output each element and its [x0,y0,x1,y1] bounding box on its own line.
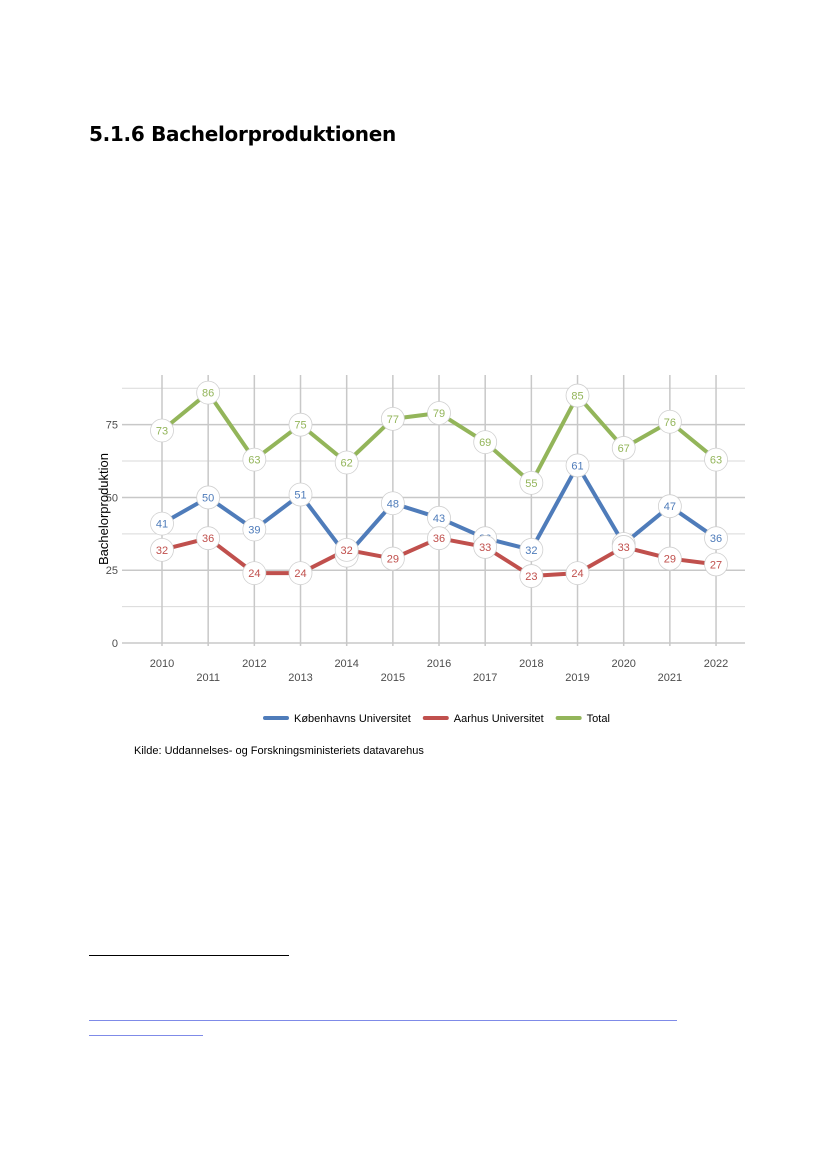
data-label: 43 [433,513,445,525]
source-note: Kilde: Uddannelses- og Forskningsministe… [134,745,424,757]
link-underline [89,1035,203,1036]
data-point [704,526,728,551]
data-label: 51 [294,490,306,502]
x-tick-label: 2022 [704,658,728,670]
y-axis-label: Bachelorproduktion [96,453,111,565]
data-label: 33 [479,542,491,554]
x-tick-label: 2019 [565,672,589,684]
data-point [288,482,313,507]
x-tick-label: 2021 [658,672,682,684]
data-point [565,453,590,478]
data-label: 24 [248,568,260,580]
data-point [565,561,590,586]
data-label: 47 [664,501,676,513]
data-point [288,561,313,586]
y-tick-label: 75 [106,420,118,432]
data-label: 86 [202,388,214,400]
line-chart: 0 25 50 75 2010 2011 2012 2013 2014 2015 2016 2017 2… [96,375,745,725]
x-tick-label: 2017 [473,672,497,684]
data-point [196,526,221,551]
data-label: 32 [525,545,537,557]
data-label: 55 [525,478,537,490]
data-point [611,535,636,559]
legend-label: Københavns Universitet [294,713,411,725]
x-tick-label: 2020 [611,658,635,670]
data-point [196,485,221,510]
data-point [334,450,359,475]
link-underline [89,1020,677,1021]
data-label: 41 [156,519,168,531]
data-point [704,552,728,577]
data-label: 79 [433,408,445,420]
data-point [611,436,636,460]
data-point [196,380,221,405]
data-label: 48 [387,498,399,510]
data-label: 73 [156,425,168,437]
x-tick-label: 2010 [150,658,174,670]
data-point [473,535,498,559]
data-label: 77 [387,414,399,426]
data-label: 63 [248,455,260,467]
data-point [473,430,498,455]
y-tick-label: 25 [106,565,118,577]
chart: 0 25 50 75 2010 2011 2012 2013 2014 2015 2016 2017 2… [90,360,750,760]
data-point [657,546,682,571]
data-point [150,511,174,536]
data-label: 36 [710,533,722,545]
data-label: 32 [341,545,353,557]
data-label: 29 [664,554,676,566]
data-point [657,409,682,434]
data-label: 75 [294,420,306,432]
data-point [380,546,405,571]
data-label: 63 [710,455,722,467]
data-label: 27 [710,559,722,571]
legend-label: Aarhus Universitet [454,713,544,725]
data-label: 36 [202,533,214,545]
x-tick-label: 2011 [196,672,220,684]
data-point [288,412,313,437]
data-point [380,491,405,516]
x-tick-label: 2012 [242,658,266,670]
legend-label: Total [587,713,610,725]
data-point [242,517,267,542]
data-label: 61 [571,460,583,472]
data-label: 39 [248,524,260,536]
data-point [427,401,451,425]
data-label: 69 [479,437,491,449]
data-label: 23 [525,571,537,583]
data-point [704,447,728,472]
data-label: 50 [202,492,214,504]
x-tick-label: 2016 [427,658,451,670]
y-tick-label: 50 [106,492,118,504]
data-point [150,537,174,562]
data-label: 24 [571,568,583,580]
x-tick-label: 2018 [519,658,543,670]
data-label: 85 [571,391,583,403]
data-label: 29 [387,554,399,566]
data-label: 32 [156,545,168,557]
data-label: 76 [664,417,676,429]
page-title: 5.1.6 Bachelorproduktionen [89,122,396,146]
data-label: 24 [294,568,306,580]
data-point [380,406,405,431]
footnote-divider [89,955,289,956]
data-point [242,447,267,472]
data-point [150,418,174,443]
x-tick-label: 2015 [381,672,405,684]
data-label: 36 [433,533,445,545]
data-point [519,470,544,495]
data-label: 33 [618,542,630,554]
data-point [657,494,682,519]
data-point [519,537,544,562]
data-point [565,383,590,408]
data-point [334,537,359,562]
data-label: 67 [618,443,630,455]
x-tick-label: 2013 [288,672,312,684]
data-point [519,564,544,588]
y-tick-label: 0 [112,638,118,650]
data-point [427,526,451,551]
data-label: 62 [341,458,353,470]
data-point [242,561,267,586]
x-tick-label: 2014 [334,658,358,670]
